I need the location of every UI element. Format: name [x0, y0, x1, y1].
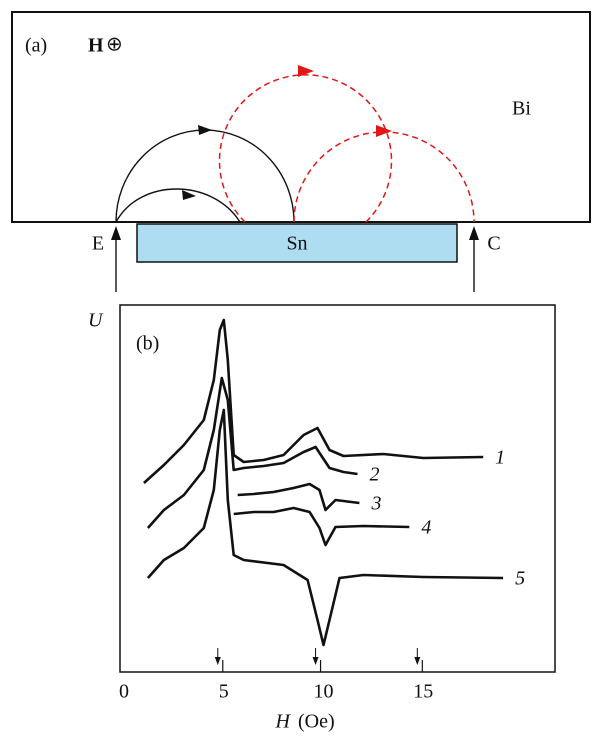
orbit — [115, 129, 295, 223]
plot-frame — [119, 304, 556, 673]
curve-label: 3 — [370, 493, 381, 515]
orbit-arrow — [198, 125, 212, 135]
red-orbit — [293, 131, 475, 223]
x-tick-label: 10 — [314, 681, 334, 703]
film-label: Sn — [286, 233, 307, 255]
orbit-arrow — [182, 190, 196, 200]
emitter-label: E — [92, 233, 104, 255]
y-axis-label: U — [88, 310, 104, 332]
marker-arrow-head — [414, 657, 421, 665]
red-arrow — [298, 65, 314, 77]
x-tick-label: 15 — [413, 681, 433, 703]
bulk-box — [11, 11, 591, 223]
x-tick-label: 5 — [219, 681, 229, 703]
curve — [146, 376, 358, 529]
x-tick-label: 0 — [119, 681, 129, 703]
curve-label: 4 — [421, 517, 431, 539]
emitter-arrow-head — [111, 226, 121, 240]
curve — [146, 408, 504, 647]
curve-label: 5 — [515, 568, 525, 590]
red-orbit — [218, 74, 393, 223]
bulk-label: Bi — [512, 98, 531, 120]
x-axis-unit: (Oe) — [298, 711, 335, 733]
curve — [237, 482, 360, 512]
x-axis-label: H — [275, 711, 292, 733]
curve-label: 1 — [495, 447, 505, 469]
curve — [233, 506, 410, 547]
red-arrow — [376, 125, 392, 137]
panel-label: (a) — [25, 35, 47, 57]
marker-arrow-head — [312, 657, 319, 665]
field-symbol: H — [88, 35, 104, 57]
curve — [143, 318, 484, 484]
orbit — [115, 188, 241, 223]
curve-label: 2 — [369, 464, 379, 486]
collector-arrow-head — [469, 226, 479, 240]
panel-label: (b) — [136, 333, 159, 355]
field-direction: ⊕ — [106, 34, 123, 56]
collector-label: C — [487, 233, 500, 255]
marker-arrow-head — [214, 657, 221, 665]
sn-film — [136, 223, 458, 263]
